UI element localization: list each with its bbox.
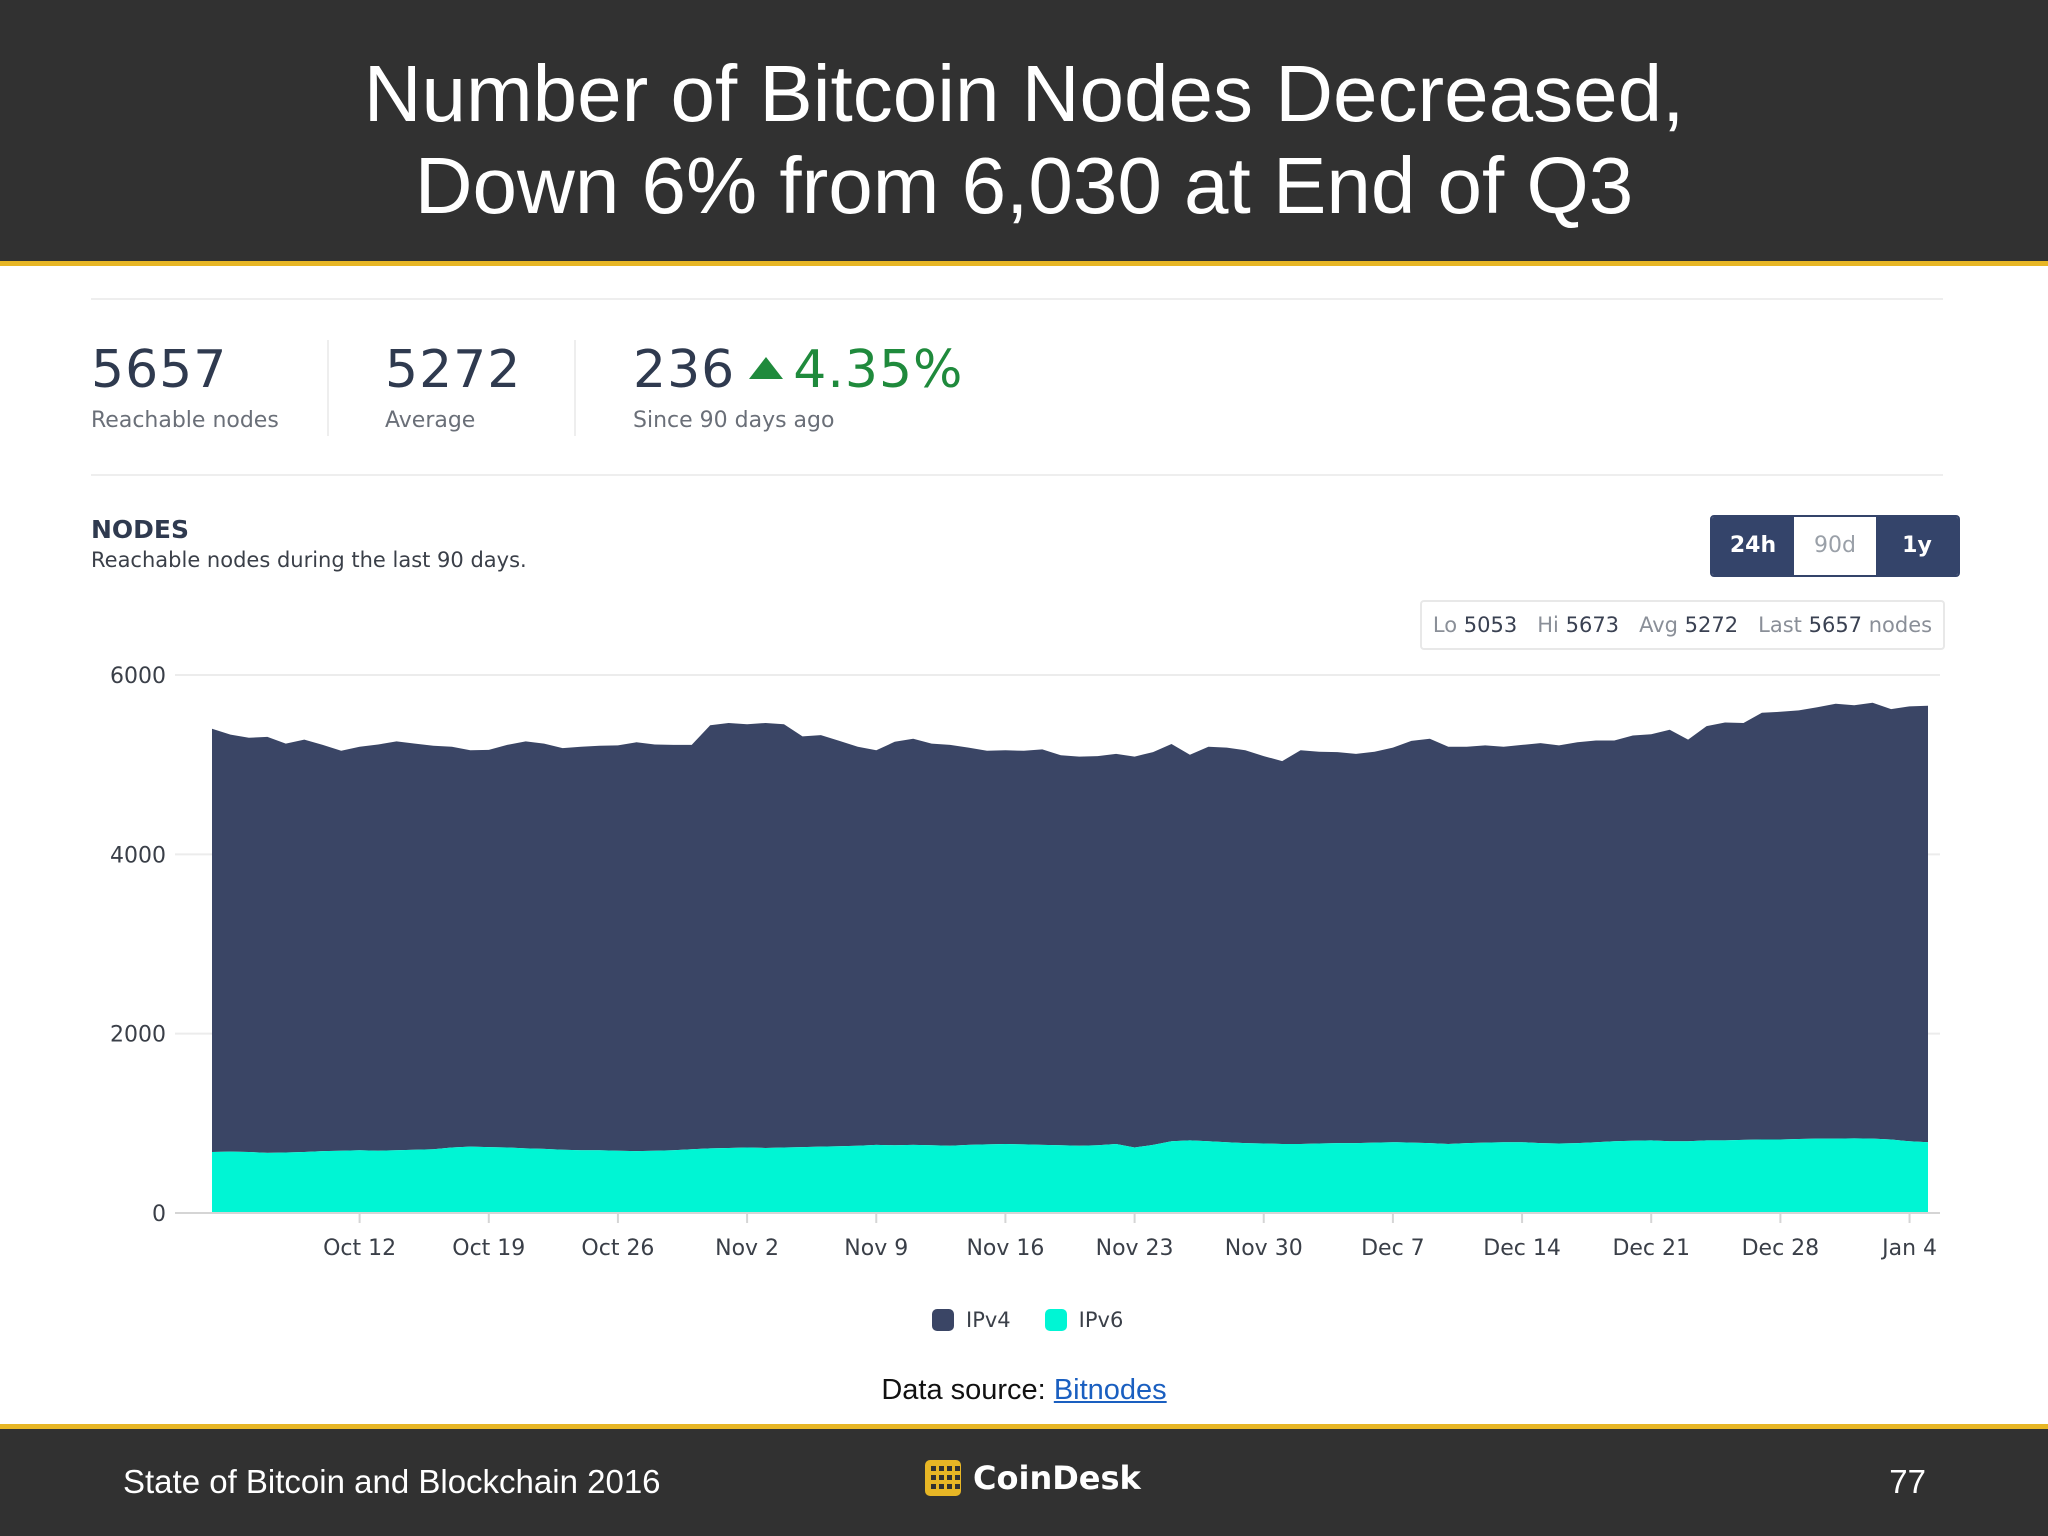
page-number: 77 <box>1889 1463 1926 1500</box>
slide-header: Number of Bitcoin Nodes Decreased, Down … <box>0 0 2048 266</box>
legend-label-ipv6: IPv6 <box>1078 1308 1124 1332</box>
hi-label: Hi <box>1537 613 1559 637</box>
range-90d-button[interactable]: 90d <box>1794 517 1876 575</box>
slide-title-line-2: Down 6% from 6,030 at End of Q3 <box>414 141 1634 230</box>
legend-item-ipv4[interactable]: IPv4 <box>932 1308 1011 1332</box>
up-arrow-icon <box>749 357 784 379</box>
range-24h-button[interactable]: 24h <box>1712 517 1794 575</box>
hi-value: 5673 <box>1565 613 1620 637</box>
coindesk-logo-icon <box>925 1460 961 1496</box>
y-tick-label: 2000 <box>110 1023 166 1048</box>
avg-label: Avg <box>1639 613 1678 637</box>
nodes-area-chart: 0 2000 4000 6000 Oct 12 Oct 19 Oct 26 Nov 2 Nov … <box>110 664 1940 1261</box>
y-tick-label: 4000 <box>110 843 166 868</box>
lo-value: 5053 <box>1463 613 1518 637</box>
source-prefix: Data source: <box>881 1374 1046 1406</box>
lo-label: Lo <box>1432 613 1458 637</box>
coindesk-logo: CoinDesk <box>925 1459 1141 1497</box>
series-ipv6-area <box>212 1138 1928 1213</box>
change-percent: 4.35% <box>793 340 964 400</box>
y-tick-label: 6000 <box>110 664 166 689</box>
panel-title: NODES <box>91 515 190 544</box>
x-tick-label: Dec 7 <box>1361 1236 1425 1261</box>
top-divider <box>91 298 1943 300</box>
change-row: 236 4.35% <box>633 340 963 400</box>
legend-swatch-ipv6 <box>1044 1309 1067 1331</box>
x-tick-label: Nov 9 <box>844 1236 908 1261</box>
coindesk-logo-text: CoinDesk <box>973 1459 1141 1497</box>
change-label: Since 90 days ago <box>633 408 835 433</box>
stat-change: 236 4.35% Since 90 days ago <box>633 340 963 433</box>
x-tick-label: Nov 23 <box>1096 1236 1174 1261</box>
chart-legend: IPv4 IPv6 <box>932 1308 1157 1332</box>
x-tick-label: Jan 4 <box>1880 1236 1937 1261</box>
x-tick-label: Oct 12 <box>323 1236 396 1261</box>
footer-report-title: State of Bitcoin and Blockchain 2016 <box>123 1463 661 1500</box>
data-source: Data source: Bitnodes <box>0 1374 2048 1407</box>
source-link[interactable]: Bitnodes <box>1053 1374 1167 1406</box>
stat-separator <box>574 340 576 436</box>
last-value: 5657 <box>1808 613 1863 637</box>
average-label: Average <box>385 408 476 433</box>
reachable-label: Reachable nodes <box>91 408 279 433</box>
slide-title: Number of Bitcoin Nodes Decreased, Down … <box>0 48 2048 232</box>
legend-item-ipv6[interactable]: IPv6 <box>1044 1308 1124 1332</box>
x-tick-label: Dec 21 <box>1612 1236 1690 1261</box>
change-value: 236 <box>633 340 736 400</box>
range-summary: Lo 5053 Hi 5673 Avg 5272 Last 5657 nodes <box>1420 600 1945 650</box>
x-tick-label: Dec 14 <box>1483 1236 1561 1261</box>
stat-reachable: 5657 Reachable nodes <box>91 340 279 433</box>
mid-divider <box>91 474 1943 476</box>
slide-footer: State of Bitcoin and Blockchain 2016 Coi… <box>0 1424 2048 1536</box>
legend-label-ipv4: IPv4 <box>966 1308 1011 1332</box>
x-tick-label: Dec 28 <box>1742 1236 1820 1261</box>
average-value: 5272 <box>385 340 522 400</box>
unit-label: nodes <box>1868 613 1933 637</box>
stat-average: 5272 Average <box>385 340 521 433</box>
reachable-value: 5657 <box>91 340 228 400</box>
x-tick-label: Oct 26 <box>581 1236 654 1261</box>
last-label: Last <box>1758 613 1802 637</box>
series-ipv4-area <box>212 702 1928 1153</box>
slide-title-line-1: Number of Bitcoin Nodes Decreased, <box>363 49 1685 138</box>
range-1y-button[interactable]: 1y <box>1876 517 1958 575</box>
x-tick-label: Nov 30 <box>1225 1236 1303 1261</box>
y-tick-label: 0 <box>152 1202 166 1227</box>
legend-swatch-ipv4 <box>932 1309 954 1331</box>
stat-separator <box>327 340 329 436</box>
x-tick-label: Nov 2 <box>715 1236 779 1261</box>
panel-subtitle: Reachable nodes during the last 90 days. <box>91 548 527 572</box>
range-button-group: 24h 90d 1y <box>1710 515 1960 577</box>
x-tick-label: Oct 19 <box>452 1236 525 1261</box>
avg-value: 5272 <box>1684 613 1739 637</box>
x-tick-label: Nov 16 <box>966 1236 1044 1261</box>
